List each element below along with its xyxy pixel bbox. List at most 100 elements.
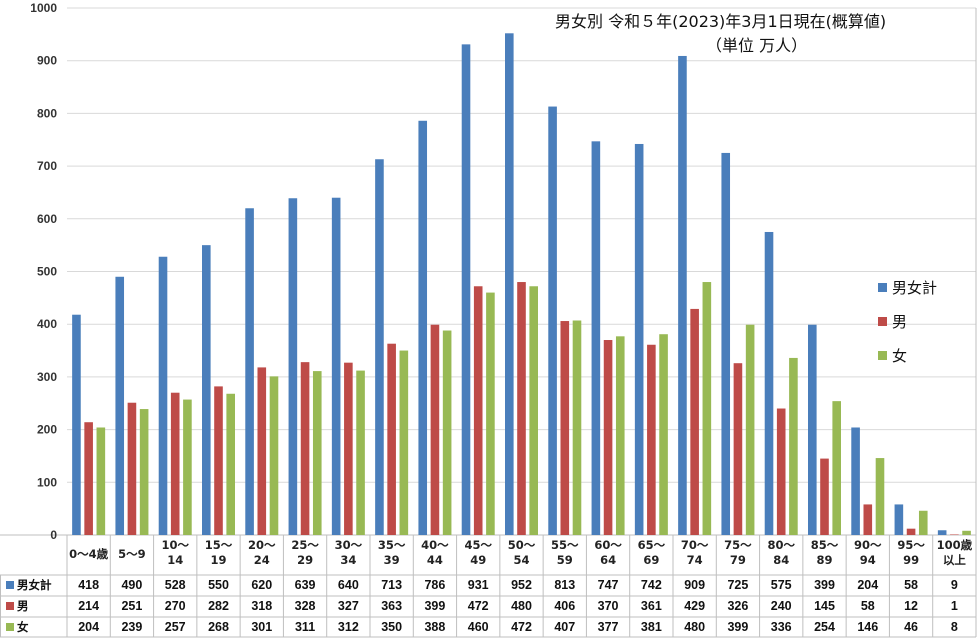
bar-male	[387, 343, 396, 535]
table-cell: 399	[727, 620, 748, 634]
bar-female	[486, 292, 495, 535]
category-label: 65～	[638, 538, 666, 552]
bar-male	[84, 422, 93, 535]
category-label: 39	[384, 553, 400, 567]
bar-male	[647, 344, 656, 535]
table-cell: 370	[598, 599, 619, 613]
bar-male	[776, 408, 786, 535]
category-label: 60～	[594, 538, 622, 552]
bar-total	[505, 33, 514, 536]
bar-total	[288, 198, 298, 535]
bar-female	[96, 427, 106, 535]
bar-total	[721, 152, 731, 535]
chart-subtitle: （単位 万人）	[706, 36, 807, 55]
y-axis-ticks: 0 100 200 300 400 500 600 700 800 900 1000	[30, 1, 57, 542]
bar-female	[442, 330, 452, 535]
table-cell: 240	[771, 599, 792, 613]
category-label: 74	[687, 553, 703, 567]
table-cell: 786	[424, 578, 445, 592]
table-cell: 931	[468, 578, 489, 592]
table-cell: 429	[684, 599, 705, 613]
category-label: 24	[254, 553, 270, 567]
y-tick-label: 1000	[30, 1, 57, 15]
category-label: 59	[557, 553, 573, 567]
bar-total	[591, 141, 601, 535]
table-cell: 480	[511, 599, 532, 613]
table-cell: 9	[951, 578, 958, 592]
table-cell: 460	[468, 620, 489, 634]
bar-female	[183, 399, 192, 535]
y-tick-label: 500	[37, 265, 57, 279]
table-cell: 377	[598, 620, 619, 634]
table-cell: 640	[338, 578, 359, 592]
bar-male	[344, 362, 353, 535]
bar-female	[226, 393, 235, 535]
bar-female	[356, 370, 365, 535]
category-label: 14	[167, 553, 183, 567]
table-cell: 407	[554, 620, 575, 634]
bar-male	[950, 534, 959, 535]
category-label: 85～	[811, 538, 839, 552]
table-cell: 257	[165, 620, 186, 634]
bar-total	[72, 314, 81, 535]
legend-swatch	[878, 283, 887, 292]
chart-title: 男女別 令和５年(2023)年3月1日現在(概算値)	[555, 12, 886, 31]
table-cell: 58	[904, 578, 918, 592]
table-cell: 282	[208, 599, 229, 613]
bar-male	[127, 402, 137, 535]
category-label: 55～	[551, 538, 579, 552]
category-label: 70～	[681, 538, 709, 552]
bar-female	[572, 320, 582, 535]
category-label: 94	[860, 553, 876, 567]
table-cell: 311	[295, 620, 315, 634]
table-series-name: 男	[17, 599, 29, 613]
bars	[72, 33, 971, 536]
bar-female	[529, 286, 538, 535]
bar-total	[202, 245, 211, 535]
table-cell: 747	[598, 578, 619, 592]
table-cell: 239	[121, 620, 142, 634]
y-tick-label: 0	[50, 528, 57, 542]
table-cell: 204	[857, 578, 878, 592]
bar-male	[906, 528, 916, 535]
bar-female	[745, 324, 755, 535]
table-cell: 336	[771, 620, 792, 634]
category-label: 64	[600, 553, 616, 567]
table-cell: 58	[861, 599, 875, 613]
table-cell: 363	[381, 599, 402, 613]
category-label: 29	[297, 553, 313, 567]
y-tick-label: 600	[37, 212, 57, 226]
table-cell: 12	[904, 599, 918, 613]
bar-total	[331, 197, 341, 535]
table-cell: 388	[424, 620, 445, 634]
table-cell: 46	[904, 620, 918, 634]
bar-male	[733, 363, 743, 535]
table-series-key	[6, 623, 14, 631]
category-label: 84	[773, 553, 789, 567]
bar-male	[473, 286, 483, 535]
bar-total	[678, 55, 687, 536]
bar-total	[894, 504, 904, 535]
table-cell: 713	[381, 578, 402, 592]
category-label: 54	[513, 553, 529, 567]
data-table: 0～4歳 5～910～1415～1920～2425～2930～3435～3940～…	[0, 8, 977, 638]
bar-total	[461, 44, 471, 536]
table-series-name: 女	[17, 620, 29, 634]
legend-label: 男女計	[892, 279, 937, 297]
table-cell: 472	[468, 599, 489, 613]
table-series-key	[6, 602, 14, 610]
table-cell: 270	[165, 599, 186, 613]
category-label: 44	[427, 553, 443, 567]
y-tick-label: 900	[37, 54, 57, 68]
table-cell: 813	[554, 578, 575, 592]
category-label: 80～	[767, 538, 795, 552]
bar-female	[269, 376, 279, 535]
table-cell: 361	[641, 599, 662, 613]
table-cell: 214	[78, 599, 99, 613]
bar-female	[139, 409, 149, 535]
bar-female	[832, 401, 841, 535]
bar-total	[158, 256, 168, 535]
table-cell: 909	[684, 578, 705, 592]
